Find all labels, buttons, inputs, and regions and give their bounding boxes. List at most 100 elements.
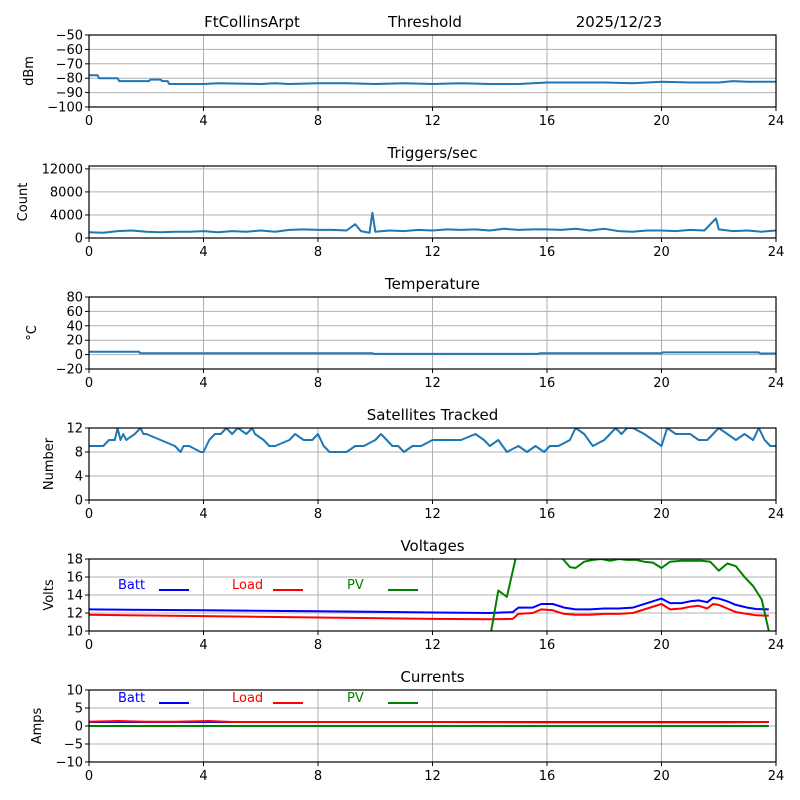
y-axis-label: dBm [22, 56, 37, 86]
x-tick-label: 20 [653, 376, 670, 391]
report-date: 2025/12/23 [576, 13, 662, 31]
x-tick-label: 16 [539, 769, 556, 784]
x-tick-label: 12 [424, 507, 441, 522]
x-tick-label: 16 [539, 507, 556, 522]
y-tick-label: 0 [75, 720, 83, 735]
y-axis-label: Volts [42, 579, 57, 611]
series-line-signal [89, 74, 776, 85]
grid [88, 558, 777, 632]
x-tick-label: 4 [199, 769, 207, 784]
x-tick-label: 0 [85, 376, 93, 391]
chart-panel-triggers: 0 4 8 12 16 20 24 0 4000 8000 12000 Triggers/sec Cou… [16, 144, 784, 260]
legend: Batt Load PV [118, 691, 418, 706]
x-tick-label: 8 [314, 245, 322, 260]
x-tick-label: 4 [199, 638, 207, 653]
x-tick-label: 16 [539, 114, 556, 129]
x-tick-label: 24 [768, 638, 785, 653]
y-tick-label: −100 [47, 101, 83, 116]
chart-title: Satellites Tracked [367, 406, 498, 424]
y-tick-label: −90 [56, 86, 83, 101]
legend-label-batt: Batt [118, 691, 145, 706]
x-tick-label: 12 [424, 376, 441, 391]
x-tick-label: 8 [314, 114, 322, 129]
x-tick-label: 4 [199, 114, 207, 129]
y-tick-label: −5 [64, 738, 83, 753]
legend-label-load: Load [232, 578, 263, 593]
y-tick-label: 10 [66, 625, 83, 640]
y-tick-label: 12000 [42, 162, 83, 177]
x-tick-label: 0 [85, 507, 93, 522]
y-tick-label: −20 [56, 363, 83, 378]
x-tick-label: 24 [768, 376, 785, 391]
trigger-mode: Threshold [387, 13, 462, 31]
grid [88, 34, 777, 108]
x-tick-label: 16 [539, 376, 556, 391]
chart-title: Temperature [384, 275, 480, 293]
x-tick-label: 24 [768, 245, 785, 260]
x-tick-label: 4 [199, 245, 207, 260]
chart-panel-signal: 0 4 8 12 16 20 24 −50−60−70−80−90−100 dBm [22, 29, 784, 130]
y-tick-label: 0 [75, 348, 83, 363]
series-line-triggers [89, 211, 776, 234]
x-tick-label: 12 [424, 114, 441, 129]
y-tick-label: −80 [56, 72, 83, 87]
x-tick-label: 12 [424, 638, 441, 653]
station-name: FtCollinsArpt [204, 13, 300, 31]
x-tick-label: 20 [653, 769, 670, 784]
y-tick-label: 8 [75, 446, 83, 461]
legend: Batt Load PV [118, 578, 418, 593]
x-tick-label: 8 [314, 638, 322, 653]
series-line-load [89, 603, 769, 621]
y-axis-label: Amps [30, 707, 45, 744]
series-line-pv [490, 559, 770, 631]
series-line-batt [89, 596, 769, 614]
y-tick-label: 18 [66, 553, 83, 568]
chart-panel-voltages: 0 4 8 12 16 20 24 10 12 14 16 18 Voltages Volts Batt Lo… [42, 537, 784, 653]
x-tick-label: 12 [424, 769, 441, 784]
y-tick-label: 10 [66, 684, 83, 699]
x-tick-label: 4 [199, 376, 207, 391]
x-tick-label: 12 [424, 245, 441, 260]
y-tick-label: 5 [75, 702, 83, 717]
y-axis-label: °C [25, 325, 40, 341]
x-tick-label: 16 [539, 638, 556, 653]
figure-header: FtCollinsArpt Threshold 2025/12/23 [204, 13, 662, 31]
y-tick-label: 12 [66, 422, 83, 437]
y-tick-label: −60 [56, 43, 83, 58]
grid [88, 427, 777, 501]
y-tick-label: 16 [66, 571, 83, 586]
legend-label-load: Load [232, 691, 263, 706]
y-tick-label: 20 [66, 334, 83, 349]
chart-panel-currents: 0 4 8 12 16 20 24 10 5 0 −5 −10 Currents Amps Batt Load… [30, 668, 784, 784]
x-tick-label: 8 [314, 376, 322, 391]
y-axis-label: Count [16, 183, 31, 222]
x-tick-label: 4 [199, 507, 207, 522]
y-axis-label: Number [42, 437, 57, 490]
y-tick-label: −50 [56, 29, 83, 44]
grid [88, 296, 777, 370]
y-tick-label: 4000 [50, 208, 83, 223]
grid [88, 166, 777, 239]
x-tick-label: 0 [85, 638, 93, 653]
y-tick-label: 80 [66, 291, 83, 306]
legend-label-batt: Batt [118, 578, 145, 593]
y-tick-label: 0 [75, 232, 83, 247]
y-tick-label: 12 [66, 607, 83, 622]
legend-label-pv: PV [347, 578, 364, 593]
y-tick-label: −70 [56, 57, 83, 72]
chart-title: Triggers/sec [387, 144, 478, 162]
x-tick-label: 8 [314, 507, 322, 522]
y-tick-label: 8000 [50, 185, 83, 200]
chart-title: Voltages [400, 537, 464, 555]
x-tick-label: 16 [539, 245, 556, 260]
y-tick-label: 4 [75, 470, 83, 485]
x-tick-label: 20 [653, 638, 670, 653]
legend-label-pv: PV [347, 691, 364, 706]
x-tick-label: 20 [653, 507, 670, 522]
x-tick-label: 20 [653, 245, 670, 260]
x-tick-label: 0 [85, 245, 93, 260]
x-tick-label: 20 [653, 114, 670, 129]
x-tick-label: 0 [85, 769, 93, 784]
